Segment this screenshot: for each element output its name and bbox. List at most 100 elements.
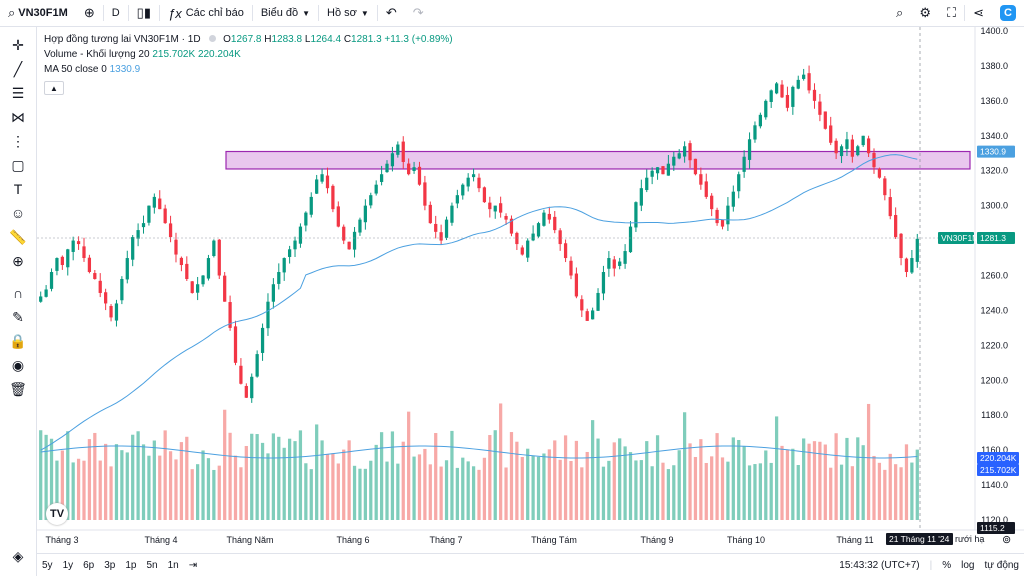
volume-bar — [862, 445, 865, 520]
volume-bar — [201, 450, 204, 520]
candle-body — [66, 249, 69, 267]
price-axis[interactable]: 1400.01380.01360.01340.01320.01300.01280… — [980, 26, 1008, 525]
volume-bar — [450, 431, 453, 520]
volume-bar — [596, 439, 599, 520]
candle-body — [705, 181, 708, 196]
volume-bar — [613, 442, 616, 520]
legend-collapse-button[interactable]: ▲ — [44, 81, 64, 95]
candle-body — [472, 174, 475, 177]
volume-bar — [283, 448, 286, 520]
candle-body — [450, 206, 453, 223]
candle-body — [196, 284, 199, 292]
volume-bar — [136, 431, 139, 520]
range-3m[interactable]: 3p — [99, 560, 120, 571]
volume-bar — [499, 403, 502, 520]
volume-bar — [288, 439, 291, 520]
price-tick-label: 1360.0 — [980, 96, 1008, 106]
volume-bar — [705, 463, 708, 520]
price-tick-label: 1200.0 — [980, 375, 1008, 385]
range-5d[interactable]: 5n — [142, 560, 163, 571]
time-tick-label: Tháng Tám — [531, 535, 577, 545]
candle-body — [899, 234, 902, 258]
percent-toggle[interactable]: % — [937, 560, 956, 571]
price-tick-label: 1300.0 — [980, 201, 1008, 211]
volume-bar — [331, 453, 334, 520]
log-toggle[interactable]: log — [956, 560, 979, 571]
ma-label: MA 50 close 0 — [44, 64, 107, 75]
range-1y[interactable]: 1y — [58, 560, 79, 571]
volume-bar — [623, 446, 626, 520]
candle-body — [824, 111, 827, 128]
candle-body — [201, 276, 204, 285]
candle-body — [412, 167, 415, 171]
candle-body — [634, 202, 637, 227]
volume-bar — [586, 452, 589, 520]
candle-body — [818, 102, 821, 115]
candle-body — [266, 302, 269, 328]
clock-time[interactable]: 15:43:32 (UTC+7) — [834, 560, 924, 571]
volume-bar — [737, 440, 740, 520]
candle-body — [245, 386, 248, 398]
legend-volume[interactable]: Volume - Khối lượng 20 215.702K 220.204K — [44, 47, 453, 62]
range-1d[interactable]: 1n — [163, 560, 184, 571]
candle-body — [337, 206, 340, 226]
volume-bar — [142, 444, 145, 520]
candle-body — [364, 206, 367, 223]
volume-bar — [640, 460, 643, 520]
candle-body — [369, 195, 372, 205]
candle-body — [607, 258, 610, 269]
candle-body — [331, 186, 334, 209]
volume-bar — [916, 450, 919, 520]
high-value: 1283.8 — [272, 34, 303, 45]
volume-bar — [726, 462, 729, 520]
candle-body — [136, 230, 139, 239]
volume-bar — [66, 431, 69, 520]
range-5y[interactable]: 5y — [37, 560, 58, 571]
candle-body — [851, 139, 854, 156]
candle-body — [396, 145, 399, 155]
volume-bar — [115, 444, 118, 520]
volume-bar — [575, 441, 578, 520]
volume-bar — [412, 457, 415, 520]
candle-body — [764, 101, 767, 117]
candle-body — [250, 377, 253, 398]
candle-body — [602, 272, 605, 293]
volume-bar — [840, 465, 843, 520]
auto-toggle[interactable]: tự động — [980, 560, 1024, 571]
candle-body — [775, 83, 778, 93]
bottom-bar: 5y 1y 6p 3p 1p 5n 1n ⇥ 15:43:32 (UTC+7) … — [37, 553, 1024, 577]
volume-tag-b: 215.702K — [980, 465, 1017, 475]
candle-body — [743, 157, 746, 172]
market-status-icon — [209, 35, 216, 42]
candle-body — [358, 220, 361, 233]
candle-body — [320, 174, 323, 181]
volume-bar — [780, 446, 783, 520]
candle-body — [77, 241, 80, 244]
candle-body — [169, 223, 172, 237]
candle-body — [548, 214, 551, 220]
volume-bar — [82, 461, 85, 520]
volume-bar — [423, 449, 426, 520]
candle-body — [115, 303, 118, 320]
candle-body — [461, 185, 464, 196]
tv-logo-icon: TV — [50, 508, 64, 520]
candle-body — [293, 241, 296, 250]
candle-body — [174, 240, 177, 255]
candle-body — [721, 220, 724, 227]
candle-body — [353, 232, 356, 250]
candle-body — [126, 258, 129, 279]
open-value: 1267.8 — [231, 34, 262, 45]
change-value: +11.3 (+0.89%) — [384, 34, 452, 45]
tradingview-logo[interactable]: TV — [46, 503, 68, 525]
legend-ma[interactable]: MA 50 close 0 1330.9 — [44, 62, 453, 77]
candle-body — [878, 169, 881, 178]
volume-bar — [239, 467, 242, 520]
range-6m[interactable]: 6p — [78, 560, 99, 571]
date-range-button[interactable]: ⇥ — [184, 560, 202, 571]
volume-bar — [228, 433, 231, 520]
candle-body — [131, 237, 134, 260]
range-1m[interactable]: 1p — [120, 560, 141, 571]
volume-bar — [672, 465, 675, 520]
